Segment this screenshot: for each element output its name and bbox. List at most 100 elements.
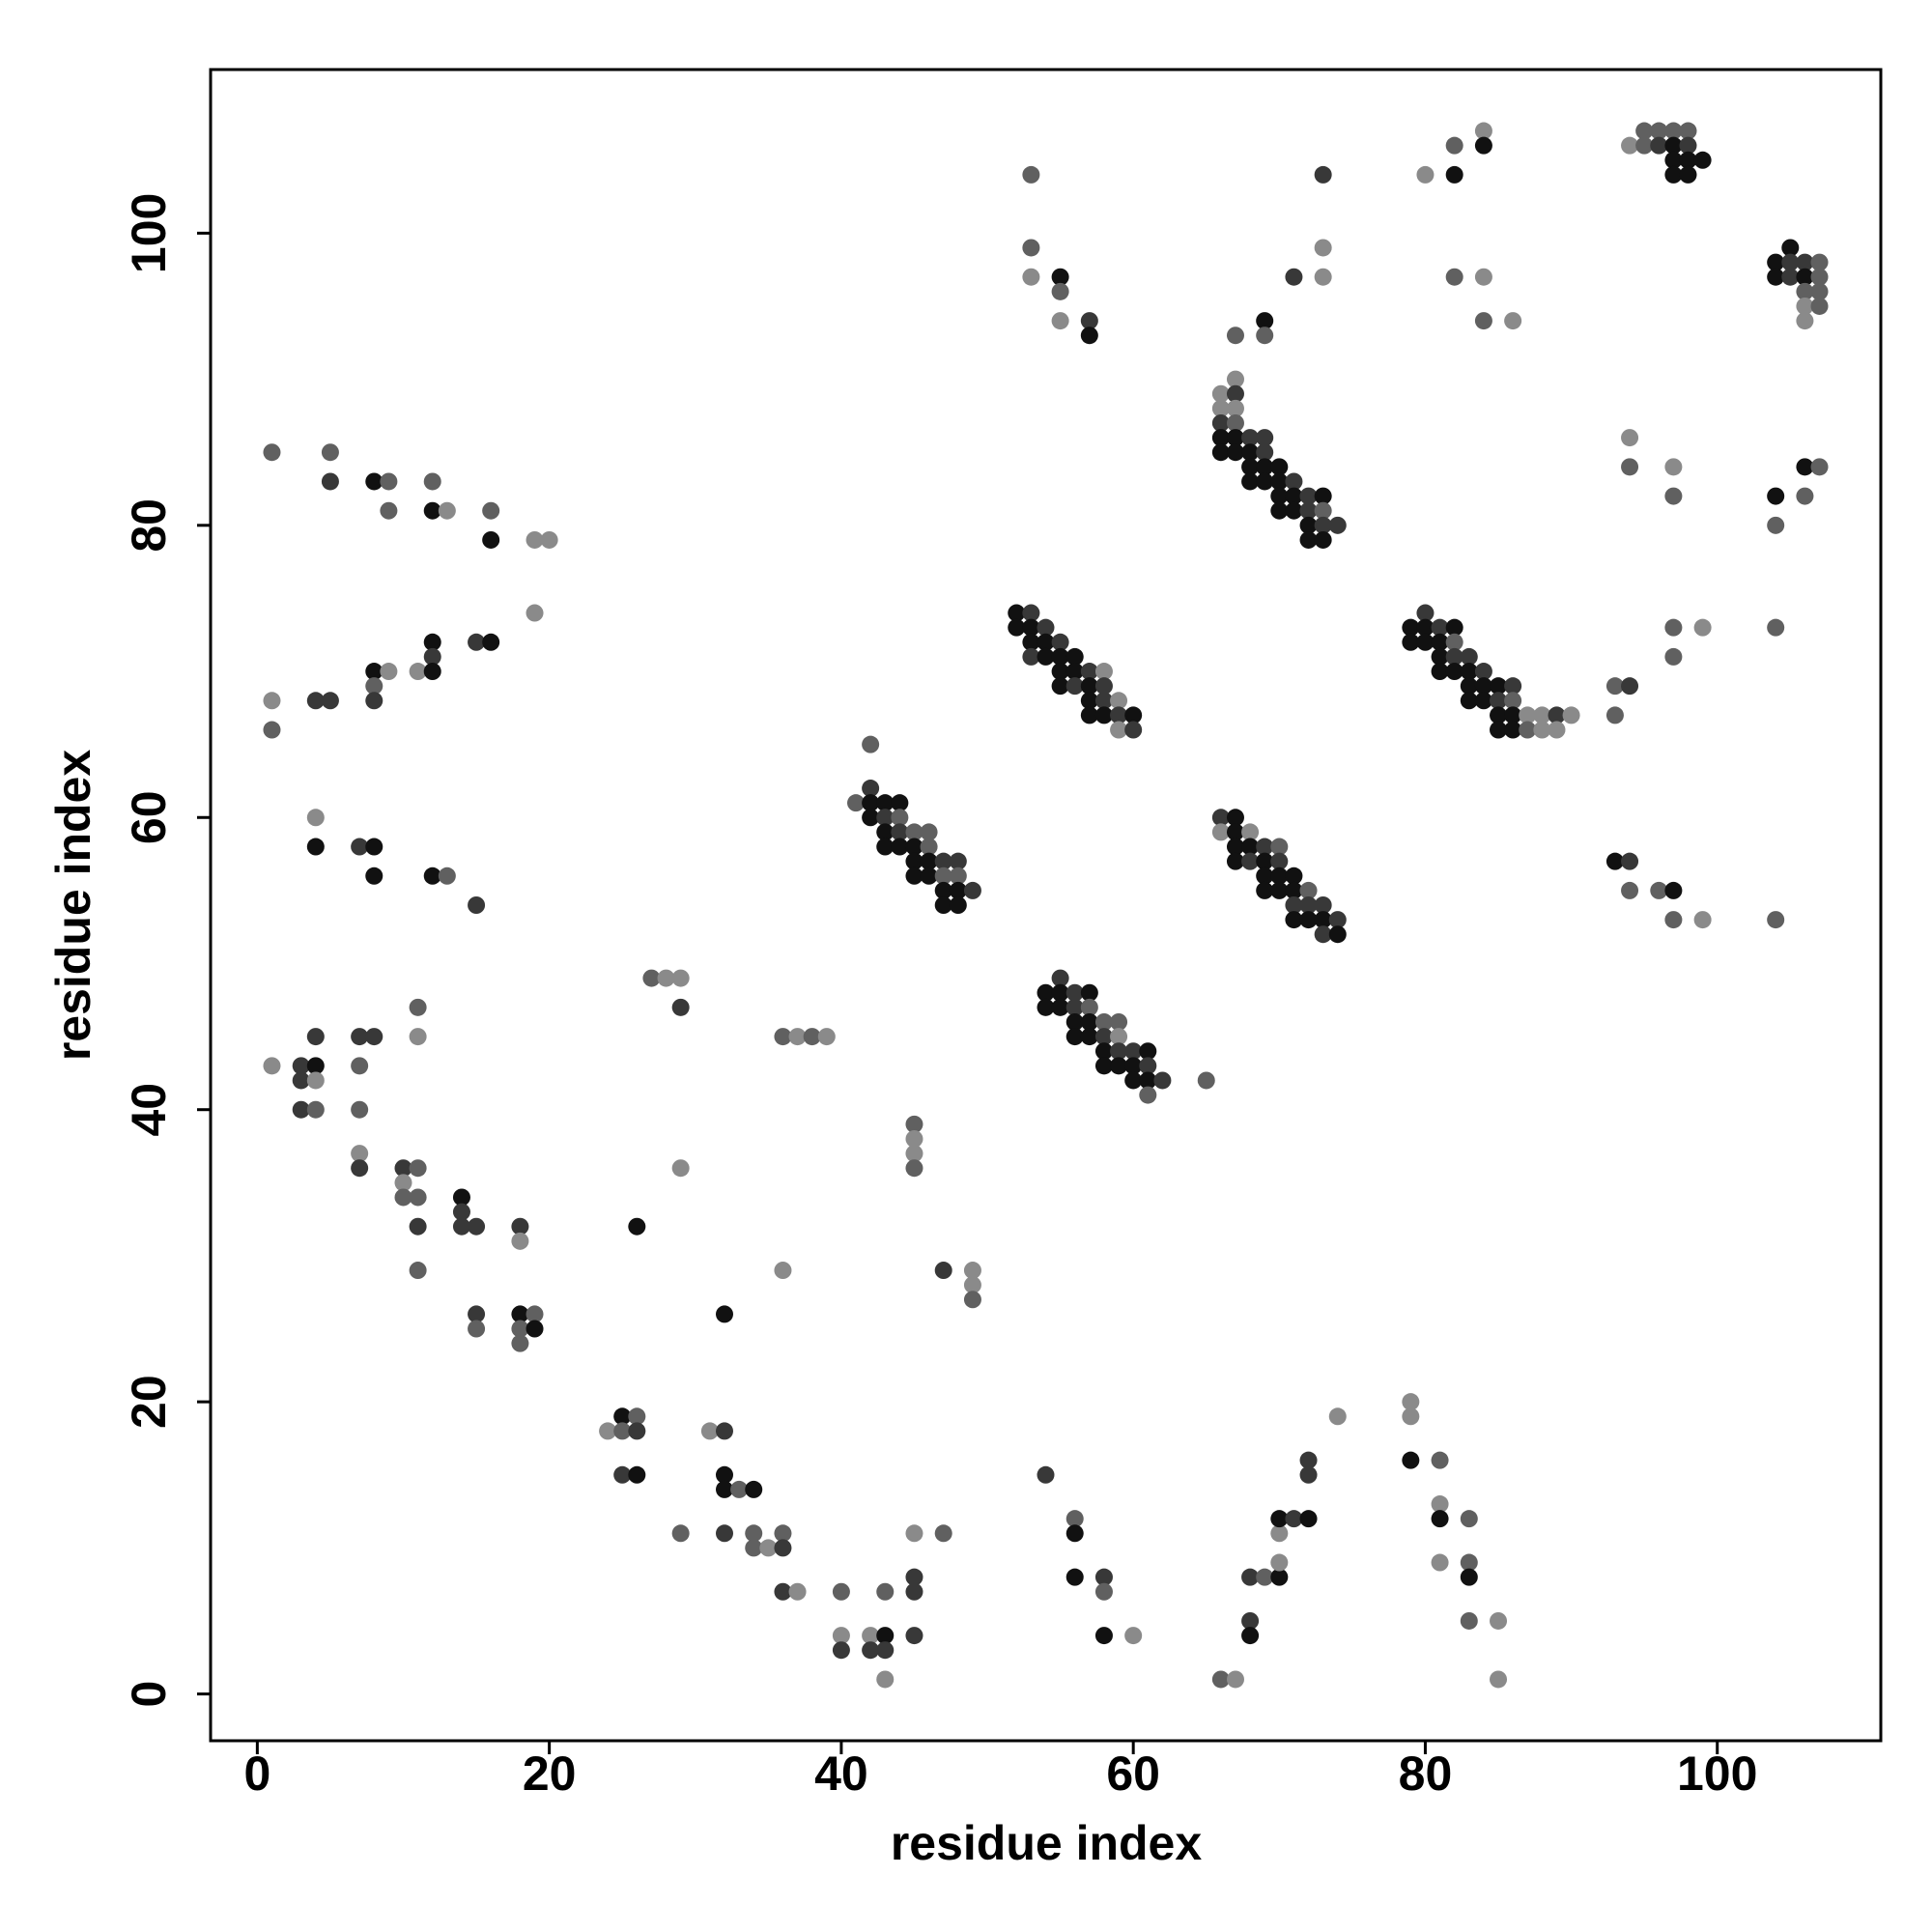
point [1270,487,1289,505]
point [1270,1568,1289,1586]
point [423,647,441,666]
point [1328,516,1347,534]
point [1037,647,1055,666]
point [351,1145,369,1163]
point [1226,823,1244,841]
point [1679,122,1697,140]
point [423,633,441,651]
point [876,823,895,841]
point [1211,809,1230,827]
point [1328,925,1347,944]
point [920,838,938,856]
point [1124,1057,1143,1075]
point [1226,399,1244,417]
point [1460,1568,1478,1586]
point [511,1320,529,1338]
point [1445,647,1463,666]
point [1241,1611,1260,1630]
point [920,852,938,870]
point [1080,677,1098,696]
point [380,501,398,520]
point [1022,633,1040,651]
point [1256,881,1274,899]
point [1314,911,1332,929]
point [380,663,398,681]
point [1431,1495,1449,1514]
point [1051,633,1069,651]
point [1299,881,1318,899]
point [1285,501,1303,520]
point [1474,692,1492,710]
point [1110,692,1128,710]
point [1080,1012,1098,1031]
point [1445,136,1463,155]
point [351,1159,369,1178]
point [1548,721,1566,739]
point [1256,867,1274,885]
point [905,1145,923,1163]
point [1065,647,1084,666]
point [1080,983,1098,1002]
point [1094,677,1113,696]
point [365,692,384,710]
point [1650,122,1668,140]
point [1270,867,1289,885]
point [613,1422,632,1440]
point [934,867,952,885]
point [1402,1451,1420,1469]
point [1094,1028,1113,1046]
point [862,809,880,827]
point [1519,721,1537,739]
point [1664,647,1683,666]
point [1094,1582,1113,1601]
point [540,530,558,549]
point [1285,896,1303,914]
point [1679,151,1697,169]
point [832,1641,850,1660]
point [1094,1042,1113,1061]
point [409,1028,427,1046]
point [263,692,281,710]
point [321,443,339,462]
point [891,823,909,841]
point [1767,516,1785,534]
point [716,1465,733,1484]
point [876,1582,895,1601]
point [1460,647,1478,666]
point [1226,384,1244,403]
point [1226,809,1244,827]
point [1241,852,1260,870]
point [1402,633,1420,651]
point [1241,1568,1260,1586]
point [511,1217,529,1236]
point [1256,312,1274,330]
point [1094,663,1113,681]
point [1226,1670,1244,1689]
point [628,1217,646,1236]
point [817,1028,836,1046]
point [1124,1042,1143,1061]
point [1490,692,1508,710]
point [905,1524,923,1543]
point [1094,706,1113,724]
point [876,838,895,856]
point [1153,1071,1172,1090]
point [1285,881,1303,899]
point [1416,633,1435,651]
point [1037,633,1055,651]
point [1110,706,1128,724]
point [1051,268,1069,286]
point [891,809,909,827]
point [716,1305,733,1323]
point [1285,911,1303,929]
point [1460,692,1478,710]
point [934,896,952,914]
y-tick-label: 100 [122,193,176,273]
point [1504,706,1522,724]
point [1621,136,1639,155]
point [788,1582,807,1601]
point [1767,268,1785,286]
point [1211,443,1230,462]
point [482,501,500,520]
point [1474,663,1492,681]
